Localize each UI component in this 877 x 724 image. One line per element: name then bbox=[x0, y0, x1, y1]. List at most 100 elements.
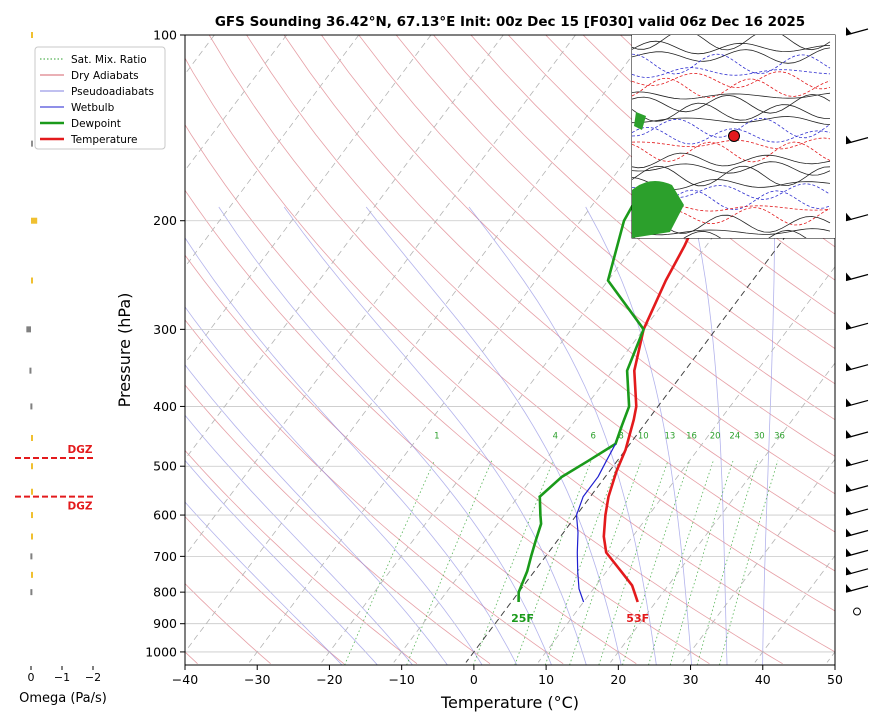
legend-label: Wetbulb bbox=[71, 102, 115, 114]
mixing-ratio-line bbox=[569, 460, 642, 665]
x-tick-label: 10 bbox=[538, 672, 554, 687]
omega-bar bbox=[31, 434, 33, 441]
dry-adiabat-line bbox=[185, 449, 418, 665]
omega-panel: 0 −1 −2 DGZ DGZ bbox=[15, 32, 101, 684]
omega-bar bbox=[31, 512, 33, 519]
dry-adiabat-line bbox=[508, 35, 835, 315]
dry-adiabat-line bbox=[185, 583, 271, 664]
y-tick-label: 1000 bbox=[145, 644, 177, 659]
surface-temp-label: 53F bbox=[626, 612, 649, 625]
dry-adiabat-line bbox=[185, 189, 710, 665]
wind-barb-flag bbox=[846, 528, 852, 537]
omega-bar bbox=[31, 533, 33, 540]
inset-contour bbox=[632, 40, 831, 55]
x-tick-label: 20 bbox=[610, 672, 626, 687]
inset-contour bbox=[632, 93, 831, 114]
y-tick-label: 300 bbox=[153, 322, 177, 337]
legend-label: Dewpoint bbox=[71, 118, 121, 130]
wind-barb-flag bbox=[846, 458, 852, 467]
wind-barb-flag bbox=[846, 27, 852, 35]
omega-bar bbox=[30, 553, 33, 560]
legend-label: Dry Adiabats bbox=[71, 70, 139, 82]
pseudoadiabat-line bbox=[218, 206, 552, 665]
omega-bar bbox=[31, 32, 33, 38]
dry-adiabat-line bbox=[395, 35, 835, 421]
inset-contour bbox=[632, 77, 831, 98]
x-tick-label: −40 bbox=[172, 672, 198, 687]
dry-adiabat-line bbox=[433, 35, 835, 385]
dry-adiabat-line bbox=[246, 35, 835, 572]
dry-adiabat-line bbox=[283, 35, 835, 533]
wind-barb-flag bbox=[846, 566, 852, 575]
mixing-ratio-line bbox=[473, 460, 554, 665]
pseudoadiabat-line bbox=[185, 501, 343, 665]
dewpoint-line bbox=[517, 35, 779, 603]
legend: Sat. Mix. Ratio Dry Adiabats Pseudoadiabat… bbox=[34, 46, 166, 150]
omega-bar bbox=[26, 326, 31, 333]
wind-barb-flag bbox=[846, 272, 852, 281]
isotherm-line bbox=[537, 266, 835, 663]
pseudoadiabat-line bbox=[185, 459, 378, 665]
inset-contour bbox=[632, 229, 807, 238]
dry-adiabat-line bbox=[358, 35, 835, 457]
mixing-ratio-label: 8 bbox=[618, 431, 623, 441]
omega-bar bbox=[30, 403, 33, 410]
wind-barb-flag bbox=[846, 507, 852, 516]
y-axis-label: Pressure (hPa) bbox=[115, 293, 134, 408]
y-tick-label: 500 bbox=[153, 459, 177, 474]
isotherm-line bbox=[248, 35, 721, 663]
pseudoadiabat-line bbox=[185, 364, 448, 665]
isotherm-line bbox=[393, 73, 835, 663]
dry-adiabat-line bbox=[185, 515, 345, 665]
mixing-ratio-line bbox=[696, 460, 758, 665]
inset-contour bbox=[632, 203, 831, 213]
pseudoadiabat-line bbox=[691, 206, 728, 665]
inset-map bbox=[631, 34, 836, 239]
chart-title: GFS Sounding 36.42°N, 67.13°E Init: 00z … bbox=[215, 14, 805, 30]
inset-contour bbox=[632, 71, 831, 90]
pseudoadiabat-line bbox=[185, 414, 413, 665]
location-marker bbox=[728, 130, 740, 142]
y-tick-label: 600 bbox=[153, 508, 177, 523]
x-tick-label: 50 bbox=[827, 672, 843, 687]
wind-barb-flag bbox=[846, 584, 852, 593]
dry-adiabat-line bbox=[185, 123, 783, 665]
mixing-ratio-line bbox=[669, 460, 734, 665]
mixing-ratio-line bbox=[622, 460, 690, 665]
x-axis-label: Temperature (°C) bbox=[440, 693, 579, 712]
wind-barb-flag bbox=[846, 321, 852, 330]
dry-adiabat-line bbox=[185, 319, 564, 665]
inset-contour bbox=[632, 35, 831, 51]
legend-box bbox=[34, 46, 166, 150]
omega-bar bbox=[31, 488, 33, 495]
mixing-ratio-label: 10 bbox=[638, 431, 649, 441]
omega-axis-label: Omega (Pa/s) bbox=[19, 691, 107, 706]
omega-bar bbox=[31, 463, 33, 470]
omega-tick-label: −2 bbox=[85, 671, 101, 684]
mixing-ratio-line bbox=[648, 460, 714, 665]
omega-bar bbox=[31, 217, 38, 224]
isotherm-line bbox=[682, 458, 835, 663]
omega-bar bbox=[31, 140, 33, 147]
wind-barb-flag bbox=[846, 362, 852, 371]
mixing-ratio-label: 4 bbox=[553, 431, 558, 441]
inset-contour bbox=[632, 183, 831, 200]
omega-bar bbox=[31, 277, 33, 284]
dry-adiabat-line bbox=[185, 384, 491, 665]
inset-contour bbox=[632, 141, 831, 163]
x-tick-label: −10 bbox=[388, 672, 414, 687]
legend-label: Sat. Mix. Ratio bbox=[71, 54, 147, 66]
temperature-line bbox=[602, 115, 835, 603]
y-tick-label: 800 bbox=[153, 585, 177, 600]
y-tick-label: 200 bbox=[153, 213, 177, 228]
omega-tick-label: 0 bbox=[28, 671, 35, 684]
pseudoadiabat-line bbox=[762, 206, 775, 665]
x-tick-label: −20 bbox=[316, 672, 342, 687]
wind-barb-flag bbox=[846, 429, 852, 438]
dry-adiabat-line bbox=[470, 35, 835, 350]
legend-label: Temperature bbox=[70, 134, 138, 146]
dgz-label: DGZ bbox=[68, 444, 93, 456]
omega-bar bbox=[29, 367, 32, 374]
calm-wind-circle bbox=[853, 607, 861, 616]
